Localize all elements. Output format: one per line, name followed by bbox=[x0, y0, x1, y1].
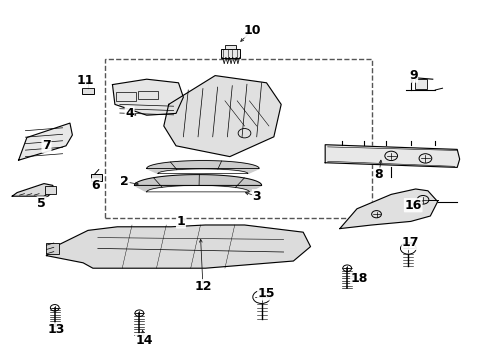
Bar bbox=[82, 88, 94, 94]
Text: 13: 13 bbox=[47, 323, 65, 336]
Polygon shape bbox=[12, 184, 54, 196]
Text: 15: 15 bbox=[257, 287, 275, 300]
Text: 9: 9 bbox=[408, 69, 417, 82]
Text: 8: 8 bbox=[374, 168, 383, 181]
Polygon shape bbox=[134, 175, 261, 192]
Text: 10: 10 bbox=[243, 24, 260, 37]
Bar bbox=[221, 49, 239, 58]
Text: 6: 6 bbox=[91, 179, 100, 192]
Bar bbox=[105, 59, 371, 218]
Text: 18: 18 bbox=[350, 273, 367, 285]
Polygon shape bbox=[146, 161, 259, 174]
Text: 7: 7 bbox=[42, 139, 51, 152]
Bar bbox=[46, 243, 59, 254]
Text: 4: 4 bbox=[125, 107, 134, 120]
Bar bbox=[224, 45, 235, 49]
Text: 17: 17 bbox=[401, 237, 419, 249]
Polygon shape bbox=[46, 225, 310, 268]
Bar bbox=[414, 79, 426, 89]
Text: 5: 5 bbox=[37, 197, 46, 210]
Text: 11: 11 bbox=[77, 75, 94, 87]
Polygon shape bbox=[112, 79, 183, 115]
Bar bbox=[45, 186, 56, 194]
Polygon shape bbox=[325, 145, 459, 167]
Text: 1: 1 bbox=[176, 215, 185, 228]
Text: 16: 16 bbox=[404, 199, 421, 212]
Polygon shape bbox=[19, 123, 72, 160]
Text: 14: 14 bbox=[135, 334, 153, 347]
Text: 12: 12 bbox=[194, 280, 211, 293]
Text: 2: 2 bbox=[120, 175, 129, 188]
Text: 3: 3 bbox=[252, 190, 261, 203]
Bar bbox=[91, 174, 102, 181]
Bar bbox=[138, 91, 158, 99]
Polygon shape bbox=[163, 76, 281, 157]
Polygon shape bbox=[339, 189, 437, 229]
Bar bbox=[116, 92, 136, 101]
